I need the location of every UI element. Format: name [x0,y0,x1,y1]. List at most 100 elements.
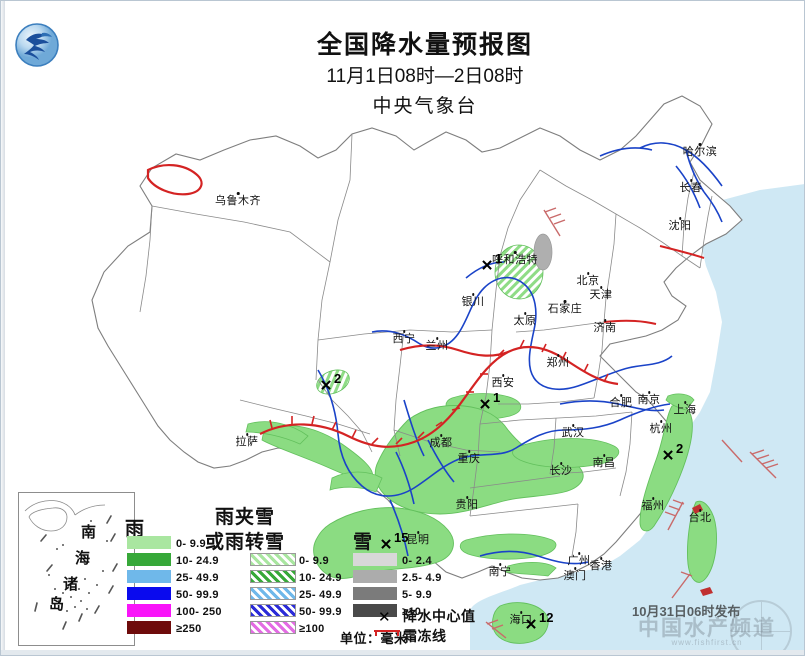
city-name: 重庆 [457,453,481,465]
city-label: 福州 [641,497,665,512]
legend-sleet-swatch [250,553,296,566]
legend-sleet-swatch [250,604,296,617]
legend-rain-swatch [127,604,171,617]
south-china-sea-inset: 南 海 诸 岛 [18,492,135,646]
region-rain-yunnan-north [329,471,383,493]
city-label: 澳门 [563,567,587,582]
city-dot [236,192,240,195]
city-label: 拉萨 [236,433,259,448]
cma-emblem-icon [12,20,62,70]
city-name: 台北 [688,512,712,524]
city-name: 天津 [589,289,613,301]
inset-label-2: 海 [75,550,91,567]
issue-time: 10月31日06时发布 [632,604,741,619]
bottom-edge-bar [0,650,805,656]
city-dot [563,300,567,303]
city-dot [698,143,702,146]
wind-barbs [25,207,779,639]
city-name: 武汉 [561,427,585,439]
region-rain-qinghai [245,421,309,445]
legend-heading-sleet-2: 或雨转雪 [205,532,286,553]
city-dot [467,450,471,453]
legend-snow-swatch [353,570,397,583]
city-name: 哈尔滨 [682,146,718,158]
legend-snow-label: 0- 2.4 [402,555,432,567]
legend-snow-swatch [353,604,397,617]
city-label: 西宁 [392,330,416,345]
legend-heading-rain: 雨 [125,519,145,540]
legend-sleet-label: 25- 49.9 [299,589,342,601]
city-dot [698,509,702,512]
legend-rain-label: ≥250 [176,623,202,635]
city-dot [573,567,577,570]
city-label: 呼和浩特 [492,251,538,266]
city-dot [471,293,475,296]
precipitation-center-marker: ✕ [661,447,675,465]
city-label: 乌鲁木齐 [215,192,261,207]
legend-rain-swatch [127,621,171,634]
precipitation-center-marker: ✕ [319,377,333,395]
legend-center-label: 降水中心值 [403,608,476,624]
inset-label-3: 诸 [63,576,79,593]
city-dot [556,354,560,357]
city-dot [245,433,249,436]
city-label: 太原 [513,312,537,327]
city-label: 石家庄 [548,300,583,315]
city-dot [651,497,655,500]
city-name: 西宁 [392,333,416,345]
city-dot [619,394,623,397]
ocean-layer [470,184,805,650]
precipitation-center-marker: ✕ [480,257,494,275]
city-dot [599,557,603,560]
city-name: 香港 [589,560,613,572]
legend-rain-swatch [127,553,171,566]
city-label: 台北 [688,509,712,524]
city-label: 济南 [594,319,617,334]
city-dot [602,454,606,457]
city-name: 北京 [576,275,600,287]
legend-heading-snow: 雪 [353,532,373,553]
legend-sleet-label: 10- 24.9 [299,572,342,584]
frost-line [146,164,705,448]
city-dot [416,531,420,534]
city-name: 福州 [641,500,665,512]
rivers-layer [317,142,723,565]
city-name: 长春 [679,182,703,194]
city-label: 合肥 [609,394,633,409]
page-title: 全国降水量预报图 [316,31,533,59]
city-label: 长沙 [549,462,573,477]
region-sleet-hohhot [494,244,544,300]
legend-rain-swatch [127,587,171,600]
city-name: 合肥 [609,397,633,409]
city-name: 长沙 [549,465,573,477]
city-name: 贵阳 [455,499,479,511]
city-name: 太原 [513,315,537,327]
region-sleet-tibet [316,369,350,395]
precipitation-regions [245,233,717,644]
legend-sleet-swatch [250,621,296,634]
province-borders [139,133,713,557]
legend-sleet-label: ≥100 [299,623,325,635]
precipitation-center-marker: ✕ [379,536,393,554]
city-dot [465,496,469,499]
legend-sleet-swatch [250,587,296,600]
region-rain-south [505,562,557,577]
city-label: 武汉 [561,424,585,439]
legend: 雨 雨夹雪 或雨转雪 雪 0- 9.9 10- 24.9 25- 49.9 50- 9… [125,500,545,648]
legend-sleet-label: 0- 9.9 [299,555,329,567]
city-label: 杭州 [650,420,673,435]
city-dot [571,424,575,427]
legend-frost-label: 霜冻线 [403,628,447,644]
legend-snow-label: ≥10 [402,606,422,618]
legend-unit: 单位：毫米 [340,631,408,646]
legend-heading-sleet-1: 雨夹雪 [215,507,276,528]
legend-snow-label: 2.5- 4.9 [402,572,442,584]
city-label: 南京 [638,391,661,406]
city-name: 澳门 [563,570,587,582]
city-dot [501,374,505,377]
legend-rain-label: 100- 250 [176,606,222,618]
city-label: 昆明 [407,531,430,546]
precipitation-center-value: 1 [495,251,503,266]
frost-line-icon [374,630,400,636]
